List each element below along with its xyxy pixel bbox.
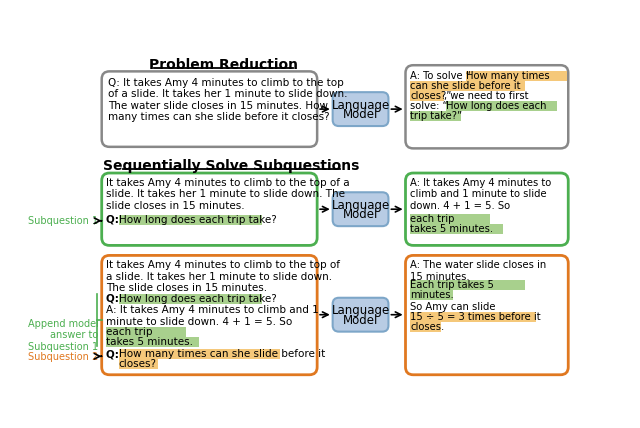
Text: How many times can she slide before it: How many times can she slide before it xyxy=(119,349,325,360)
Bar xyxy=(446,101,557,111)
Text: solve: “: solve: “ xyxy=(410,101,448,111)
Text: Subquestion 1: Subquestion 1 xyxy=(28,216,99,226)
Bar xyxy=(410,290,452,300)
FancyBboxPatch shape xyxy=(102,71,317,147)
Bar xyxy=(410,312,536,321)
Text: Q:: Q: xyxy=(106,294,123,304)
Bar xyxy=(410,81,525,92)
FancyBboxPatch shape xyxy=(406,256,568,375)
Text: Q: It takes Amy 4 minutes to climb to the top
of a slide. It takes her 1 minute : Q: It takes Amy 4 minutes to climb to th… xyxy=(108,77,348,122)
Bar xyxy=(466,71,566,81)
FancyBboxPatch shape xyxy=(406,173,568,245)
Text: How long does each trip take?: How long does each trip take? xyxy=(119,294,276,304)
Text: How many times: How many times xyxy=(466,71,550,81)
FancyBboxPatch shape xyxy=(333,298,388,332)
Text: Model: Model xyxy=(343,314,378,327)
FancyBboxPatch shape xyxy=(333,92,388,126)
Text: can she slide before it: can she slide before it xyxy=(410,81,521,92)
Text: Sequentially Solve Subquestions: Sequentially Solve Subquestions xyxy=(103,159,359,173)
FancyBboxPatch shape xyxy=(333,192,388,226)
Text: Each trip takes 5: Each trip takes 5 xyxy=(410,280,494,290)
Bar xyxy=(410,92,444,101)
Text: each trip: each trip xyxy=(106,327,153,337)
Bar xyxy=(119,294,262,304)
Bar xyxy=(410,280,525,290)
Text: Language: Language xyxy=(332,199,390,212)
Text: each trip: each trip xyxy=(410,214,454,224)
Bar xyxy=(410,321,441,332)
Text: Model: Model xyxy=(343,108,378,121)
Text: Append model
answer to
Subquestion 1: Append model answer to Subquestion 1 xyxy=(28,318,99,352)
Text: Q:: Q: xyxy=(106,214,123,225)
Text: A: To solve “: A: To solve “ xyxy=(410,71,471,81)
Text: closes?: closes? xyxy=(119,360,157,369)
Text: 15 ÷ 5 = 3 times before it: 15 ÷ 5 = 3 times before it xyxy=(410,312,541,321)
Bar xyxy=(106,327,186,337)
Text: A: It takes Amy 4 minutes to
climb and 1 minute to slide
down. 4 + 1 = 5. So: A: It takes Amy 4 minutes to climb and 1… xyxy=(410,178,552,211)
Text: It takes Amy 4 minutes to climb to the top of a
slide. It takes her 1 minute to : It takes Amy 4 minutes to climb to the t… xyxy=(106,178,350,211)
Bar xyxy=(119,214,262,225)
Bar xyxy=(106,337,199,347)
FancyBboxPatch shape xyxy=(406,65,568,149)
Text: trip take?”: trip take?” xyxy=(410,111,462,122)
Text: Q:: Q: xyxy=(106,349,123,360)
Text: Model: Model xyxy=(343,208,378,221)
FancyBboxPatch shape xyxy=(102,173,317,245)
Bar xyxy=(410,214,490,224)
Text: So Amy can slide: So Amy can slide xyxy=(410,302,495,312)
FancyBboxPatch shape xyxy=(102,256,317,375)
Text: How long does each trip take?: How long does each trip take? xyxy=(119,214,276,225)
Text: How long does each: How long does each xyxy=(446,101,547,111)
Text: Language: Language xyxy=(332,304,390,317)
Bar xyxy=(119,360,157,369)
Text: closes?”: closes?” xyxy=(410,92,452,101)
Text: Problem Reduction: Problem Reduction xyxy=(149,57,298,71)
Text: It takes Amy 4 minutes to climb to the top of
a slide. It takes her 1 minute to : It takes Amy 4 minutes to climb to the t… xyxy=(106,260,340,293)
Text: , we need to first: , we need to first xyxy=(444,92,529,101)
Text: A: It takes Amy 4 minutes to climb and 1
minute to slide down. 4 + 1 = 5. So: A: It takes Amy 4 minutes to climb and 1… xyxy=(106,306,319,327)
Text: minutes.: minutes. xyxy=(410,290,454,300)
Text: Language: Language xyxy=(332,99,390,112)
Bar xyxy=(410,111,461,122)
Bar xyxy=(410,224,503,234)
Text: Subquestion 2: Subquestion 2 xyxy=(28,352,99,362)
Bar xyxy=(119,349,280,360)
Text: closes.: closes. xyxy=(410,321,444,332)
Text: A: The water slide closes in
15 minutes.: A: The water slide closes in 15 minutes. xyxy=(410,260,547,282)
Text: takes 5 minutes.: takes 5 minutes. xyxy=(410,224,493,234)
Text: takes 5 minutes.: takes 5 minutes. xyxy=(106,337,193,347)
